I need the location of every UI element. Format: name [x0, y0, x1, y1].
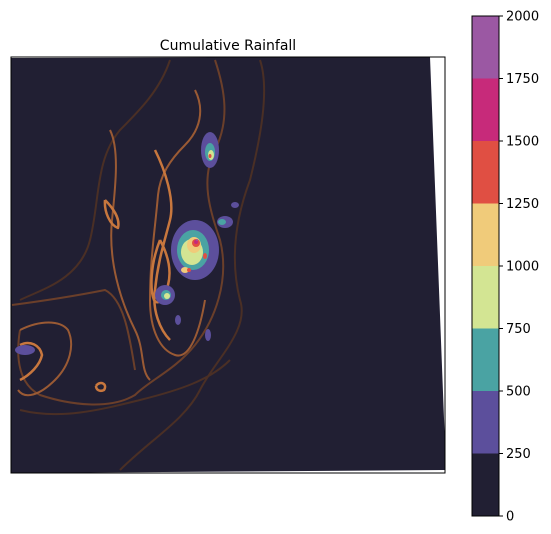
map-panel	[10, 56, 446, 474]
colorbar-bands	[472, 16, 499, 516]
colorbar-tick-label: 500	[506, 385, 531, 400]
colorbar-band-1500-1750	[472, 78, 499, 141]
colorbar-tick-label: 1500	[506, 135, 539, 150]
colorbar-band-1750-2000	[472, 16, 499, 79]
colorbar-band-250-500	[472, 391, 499, 454]
colorbar-tick-label: 250	[506, 447, 531, 462]
terrain-contour-high	[17, 89, 206, 397]
rainfall-band-1750-2000	[196, 239, 198, 241]
colorbar-ticks: 0 250 500 750 1000 1250 1500 1750 2000	[499, 10, 539, 525]
colorbar-tick-label: 0	[506, 510, 514, 525]
map-frame	[10, 56, 446, 474]
colorbar-band-0-250	[472, 453, 499, 516]
colorbar-tick-label: 1250	[506, 197, 539, 212]
colorbar-tick-label: 1000	[506, 260, 539, 275]
colorbar-band-500-750	[472, 328, 499, 391]
chart-title: Cumulative Rainfall	[160, 38, 296, 54]
colorbar-tick-label: 2000	[506, 10, 539, 25]
model-domain	[11, 57, 445, 473]
terrain-contour-outer	[19, 59, 266, 471]
colorbar-band-1250-1500	[472, 141, 499, 204]
colorbar-band-1000-1250	[472, 203, 499, 266]
colorbar-band-750-1000	[472, 266, 499, 329]
colorbar-tick-label: 750	[506, 322, 531, 337]
colorbar-tick-label: 1750	[506, 72, 539, 87]
rainfall-field	[15, 132, 239, 355]
colorbar: 0 250 500 750 1000 1250 1500 1750 2000	[471, 10, 539, 525]
